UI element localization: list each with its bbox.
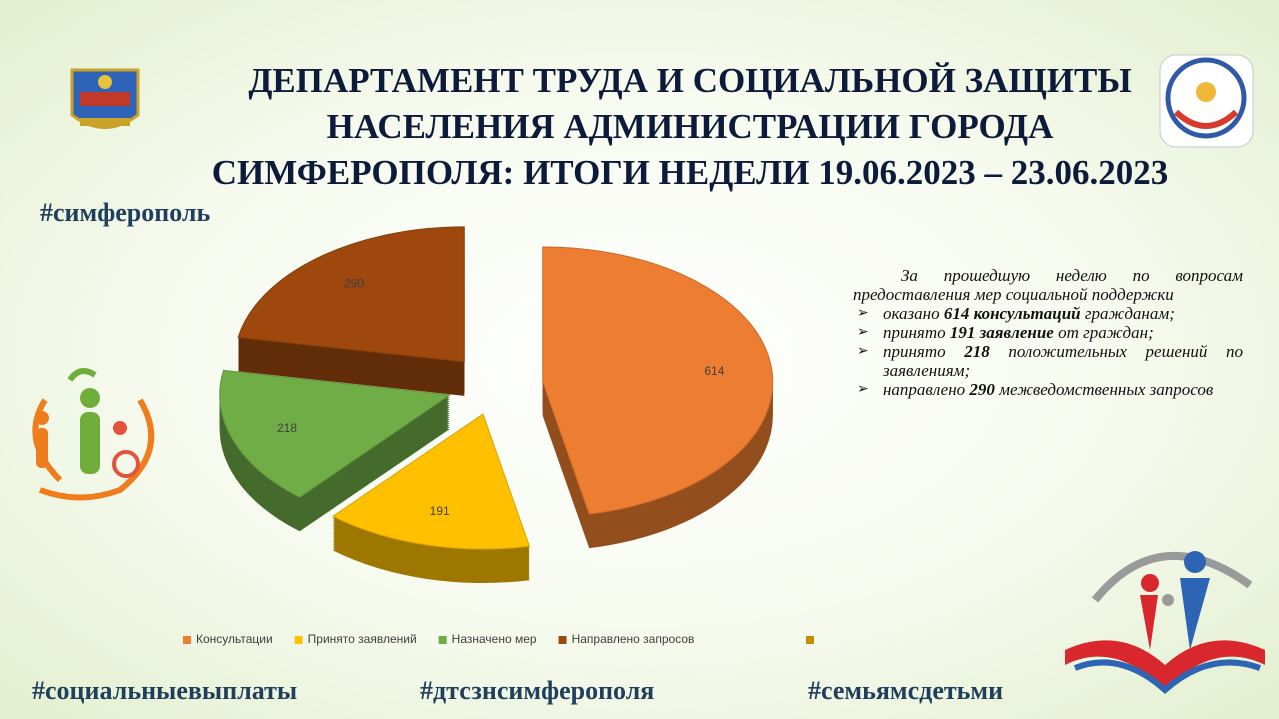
slice <box>542 246 774 515</box>
hashtag: #семьямсдетьми <box>808 676 1004 705</box>
summary-intro: За прошедшую неделю по вопросам предоста… <box>853 266 1243 304</box>
title: ДЕПАРТАМЕНТ ТРУДА И СОЦИАЛЬНОЙ ЗАЩИТЫ НА… <box>150 58 1230 196</box>
legend-label: Принято заявлений <box>308 632 417 646</box>
legend-label: Направлено запросов <box>572 632 695 646</box>
data-label: 218 <box>277 421 297 435</box>
summary: За прошедшую неделю по вопросам предоста… <box>853 266 1243 399</box>
hashtag: #дтсзнсимферополя <box>420 676 655 705</box>
slice <box>331 413 531 550</box>
summary-item: принято 218 положительных решений по зая… <box>853 342 1243 380</box>
summary-list: оказано 614 консультаций гражданам; прин… <box>853 304 1243 399</box>
title-line: НАСЕЛЕНИЯ АДМИНИСТРАЦИИ ГОРОДА <box>326 107 1054 146</box>
text: оказано <box>883 304 944 323</box>
summary-item: оказано 614 консультаций гражданам; <box>853 304 1243 323</box>
data-label: 614 <box>704 364 724 378</box>
city-emblem <box>70 68 140 129</box>
family-icon <box>32 368 155 501</box>
text: от граждан; <box>1053 323 1154 342</box>
text: положительных решений по заявлениям; <box>883 342 1243 380</box>
legend-label: Назначено мер <box>452 632 537 646</box>
text: гражданам; <box>1080 304 1175 323</box>
legend-swatch <box>806 636 814 644</box>
text: принято <box>883 323 950 342</box>
text: 290 <box>969 380 995 399</box>
slice <box>219 369 452 498</box>
legend-swatch <box>294 636 303 644</box>
text: 614 консультаций <box>943 304 1081 323</box>
slice <box>237 226 465 363</box>
summary-item: направлено 290 межведомственных запросов <box>853 380 1243 399</box>
legend-swatch <box>558 636 567 644</box>
legend-swatch <box>183 636 191 644</box>
title-line: ДЕПАРТАМЕНТ ТРУДА И СОЦИАЛЬНОЙ ЗАЩИТЫ <box>248 61 1132 100</box>
text: направлено <box>883 380 970 399</box>
text: 218 <box>964 342 990 361</box>
legend-label: Консультации <box>196 632 273 646</box>
hashtag: #социальныевыплаты <box>32 676 298 705</box>
title-line: СИМФЕРОПОЛЯ: ИТОГИ НЕДЕЛИ 19.06.2023 – 2… <box>211 153 1169 192</box>
text: 191 заявление <box>949 323 1054 342</box>
text: принято <box>883 342 965 361</box>
text: межведомственных запросов <box>994 380 1214 399</box>
data-label: 191 <box>430 504 450 518</box>
family-logo <box>1065 551 1265 695</box>
data-label: 290 <box>344 276 364 290</box>
hashtag: #симферополь <box>40 198 211 227</box>
legend-swatch <box>438 636 447 644</box>
summary-item: принято 191 заявление от граждан; <box>853 323 1243 342</box>
department-logo <box>1159 54 1254 148</box>
